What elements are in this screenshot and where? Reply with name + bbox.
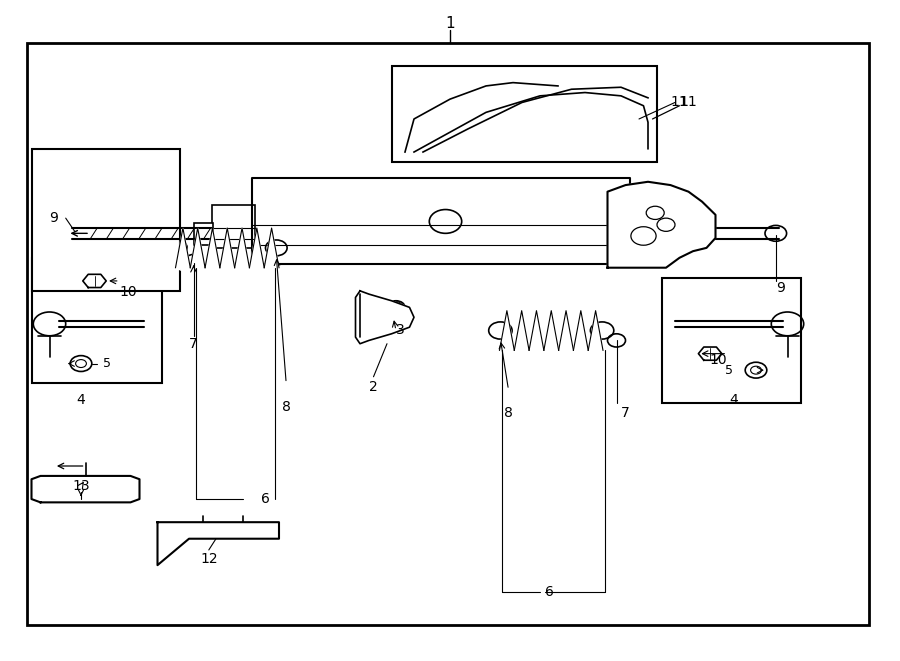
Polygon shape xyxy=(220,228,235,271)
Polygon shape xyxy=(176,228,190,271)
Text: 7: 7 xyxy=(621,406,630,420)
Bar xyxy=(32,258,162,383)
Circle shape xyxy=(765,225,787,241)
Text: 3: 3 xyxy=(396,323,405,338)
Text: 11: 11 xyxy=(680,95,698,110)
Polygon shape xyxy=(83,274,106,288)
Polygon shape xyxy=(190,228,205,271)
Bar xyxy=(392,66,657,162)
Text: 10: 10 xyxy=(709,353,727,368)
Polygon shape xyxy=(529,311,544,354)
Text: 5: 5 xyxy=(104,357,112,370)
Bar xyxy=(212,205,255,248)
Text: 9: 9 xyxy=(50,211,58,225)
Text: 13: 13 xyxy=(72,479,90,493)
Bar xyxy=(194,223,213,245)
Text: 9: 9 xyxy=(776,280,785,295)
Text: 6: 6 xyxy=(544,584,554,599)
Polygon shape xyxy=(589,311,603,354)
Text: 4: 4 xyxy=(76,393,86,407)
Text: 4: 4 xyxy=(729,393,738,407)
Polygon shape xyxy=(235,228,249,271)
Polygon shape xyxy=(158,522,279,565)
Text: 11: 11 xyxy=(670,95,688,110)
Polygon shape xyxy=(573,311,589,354)
Polygon shape xyxy=(500,311,514,354)
Polygon shape xyxy=(559,311,573,354)
Bar xyxy=(32,149,180,291)
Bar xyxy=(662,278,801,403)
Polygon shape xyxy=(698,347,722,360)
Polygon shape xyxy=(205,228,220,271)
Polygon shape xyxy=(249,228,265,271)
Text: 5: 5 xyxy=(725,364,734,377)
Polygon shape xyxy=(608,182,716,268)
Text: 10: 10 xyxy=(120,285,138,299)
Text: 8: 8 xyxy=(504,406,513,420)
Bar xyxy=(27,43,868,625)
Polygon shape xyxy=(32,476,140,502)
Text: 6: 6 xyxy=(261,492,270,506)
Text: 7: 7 xyxy=(189,336,198,351)
Text: 8: 8 xyxy=(282,399,291,414)
Polygon shape xyxy=(265,228,279,271)
Polygon shape xyxy=(514,311,529,354)
Text: 1: 1 xyxy=(446,16,454,30)
Polygon shape xyxy=(544,311,559,354)
Text: 2: 2 xyxy=(369,379,378,394)
Polygon shape xyxy=(356,291,414,344)
Text: 12: 12 xyxy=(200,551,218,566)
